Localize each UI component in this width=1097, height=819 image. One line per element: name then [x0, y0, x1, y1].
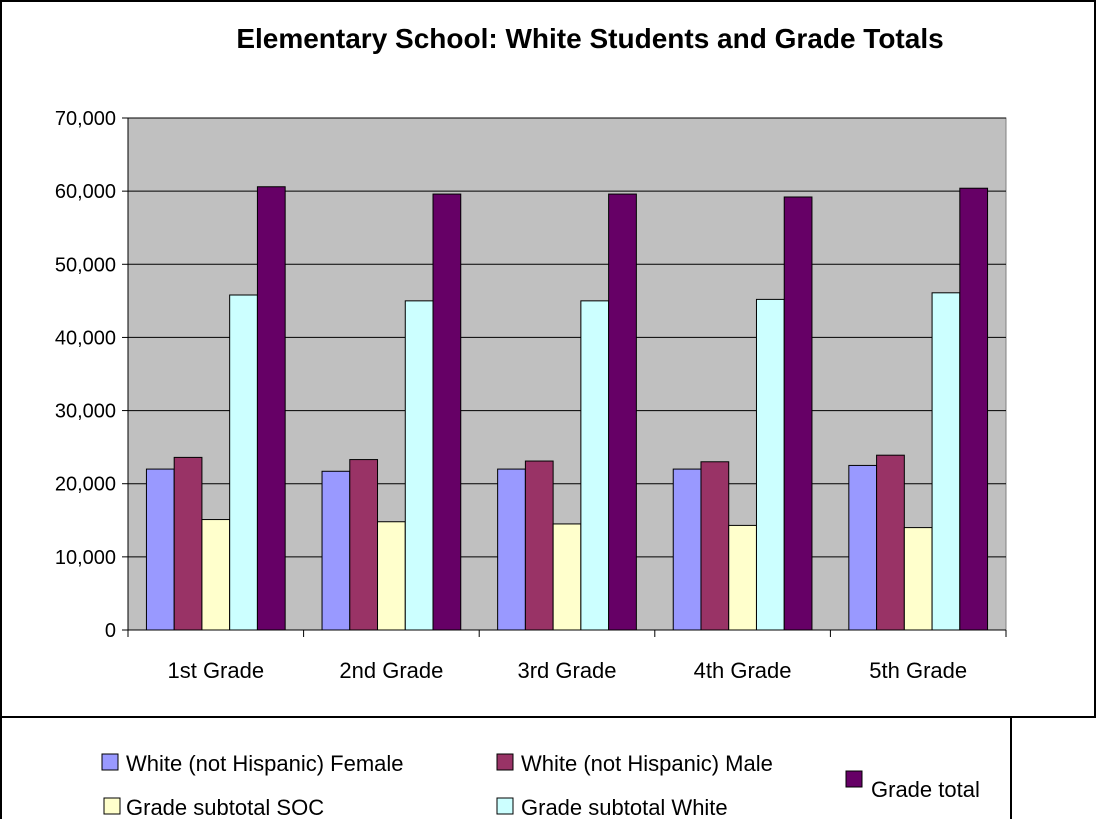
legend-swatch [845, 770, 863, 788]
y-tick-label: 60,000 [55, 181, 116, 203]
bar-3-2 [728, 524, 757, 631]
legend-swatch [103, 797, 121, 815]
bars [145, 186, 989, 631]
x-tick-label: 5th Grade [869, 658, 967, 683]
bar-0-0 [145, 468, 175, 631]
x-tick-label: 2nd Grade [339, 658, 443, 683]
bar-2-0 [497, 468, 526, 631]
bar-0-2 [201, 519, 231, 631]
bar-1-2 [377, 521, 406, 631]
bar-4-2 [903, 527, 933, 631]
y-tick-label: 30,000 [55, 401, 116, 423]
chart-title: Elementary School: White Students and Gr… [236, 23, 943, 54]
legend-swatch [496, 797, 514, 815]
bar-1-1 [349, 459, 379, 631]
bar-2-1 [524, 460, 554, 631]
bar-4-4 [959, 187, 989, 631]
bar-0-3 [229, 294, 258, 631]
x-axis: 1st Grade 2nd Grade 3rd Grade 4th Grade 5th … [127, 118, 1007, 683]
legend-swatch [101, 753, 119, 771]
legend-swatch [496, 753, 514, 771]
bar-3-0 [672, 468, 702, 631]
bar-4-3 [931, 292, 961, 631]
bar-0-4 [256, 186, 286, 631]
bar-3-1 [700, 461, 730, 631]
legend-label: Grade subtotal White [521, 795, 728, 819]
legend-label: Grade total [871, 777, 980, 802]
bar-2-4 [608, 193, 637, 631]
bar-1-3 [404, 300, 434, 631]
y-tick-label: 40,000 [55, 327, 116, 349]
y-tick-label: 0 [105, 620, 116, 642]
x-tick-label: 1st Grade [167, 658, 264, 683]
bar-4-1 [876, 454, 905, 631]
bar-0-1 [173, 456, 203, 631]
y-tick-label: 50,000 [55, 254, 116, 276]
legend-label: White (not Hispanic) Male [521, 751, 773, 776]
bar-1-0 [321, 470, 351, 631]
bar-2-3 [580, 300, 610, 631]
y-axis-ticks: 0 10,000 20,000 30,000 40,000 50,000 60,000 70,… [55, 108, 128, 642]
bar-3-3 [755, 298, 785, 631]
bar-3-4 [783, 196, 813, 631]
legend-label: Grade subtotal SOC [126, 795, 324, 819]
bar-2-2 [552, 523, 582, 631]
y-tick-label: 10,000 [55, 547, 116, 569]
y-tick-label: 70,000 [55, 108, 116, 130]
y-tick-label: 20,000 [55, 474, 116, 496]
x-tick-label: 3rd Grade [517, 658, 616, 683]
bar-1-4 [432, 193, 462, 631]
x-tick-label: 4th Grade [694, 658, 792, 683]
legend-label: White (not Hispanic) Female [126, 751, 404, 776]
bar-4-0 [848, 464, 878, 631]
legend: White (not Hispanic) Female White (not Hi… [101, 751, 980, 819]
